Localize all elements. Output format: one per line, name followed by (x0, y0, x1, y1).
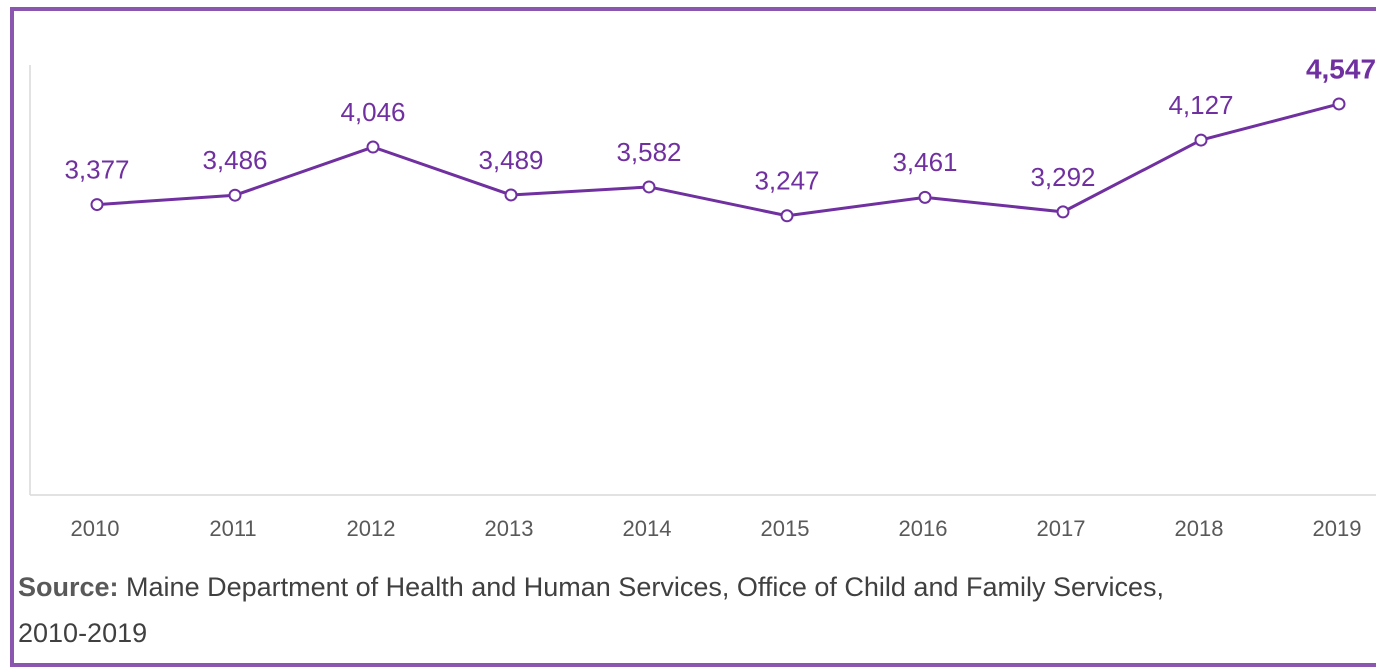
line (96, 102, 1340, 218)
data-label: 3,377 (64, 154, 129, 184)
x-tick-label: 2018 (1175, 516, 1224, 541)
source-text: Maine Department of Health and Human Ser… (18, 572, 1165, 648)
x-tick-label: 2015 (761, 516, 810, 541)
data-label: 3,486 (202, 145, 267, 175)
marker (780, 209, 794, 223)
chart: 3,377 2010 3,486 2011 4,046 2012 3,489 2013 3,58… (29, 53, 1376, 541)
marker (228, 188, 242, 202)
x-tick-label: 2012 (347, 516, 396, 541)
x-tick-label: 2016 (899, 516, 948, 541)
data-label: 4,046 (340, 97, 405, 127)
data-label: 3,461 (892, 147, 957, 177)
data-label: 3,292 (1030, 162, 1095, 192)
marker (1056, 205, 1070, 219)
x-tick-label: 2017 (1037, 516, 1086, 541)
data-label: 3,247 (754, 166, 819, 196)
data-label: 4,127 (1168, 90, 1233, 120)
source-label: Source: (18, 572, 119, 602)
data-label: 4,547 (1306, 53, 1376, 84)
marker (1332, 97, 1346, 111)
marker (504, 188, 518, 202)
marker (366, 140, 380, 154)
marker (90, 198, 104, 212)
x-tick-label: 2019 (1313, 516, 1362, 541)
marker (1194, 133, 1208, 147)
data-label: 3,489 (478, 145, 543, 175)
source-note: Source: Maine Department of Health and H… (18, 564, 1168, 656)
marker (642, 180, 656, 194)
x-tick-label: 2010 (71, 516, 120, 541)
x-tick-label: 2014 (623, 516, 672, 541)
marker (918, 190, 932, 204)
x-tick-label: 2013 (485, 516, 534, 541)
data-label: 3,582 (616, 137, 681, 167)
x-tick-label: 2011 (209, 516, 256, 541)
